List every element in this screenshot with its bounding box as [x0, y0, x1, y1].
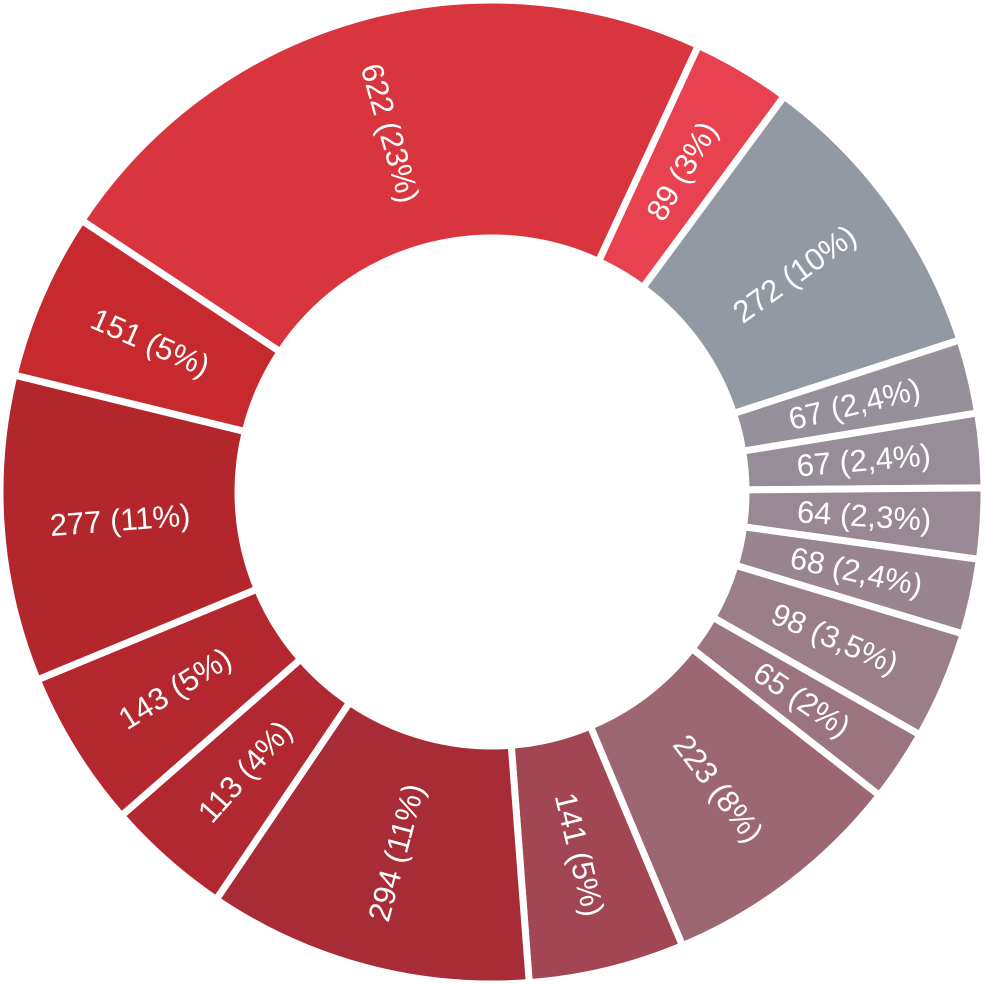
donut-slice	[211, 697, 533, 984]
donut-slice	[9, 215, 286, 436]
donut-slice	[76, 0, 704, 357]
slice-label: 64 (2,3%)	[796, 494, 932, 538]
donut-slice	[637, 91, 965, 418]
